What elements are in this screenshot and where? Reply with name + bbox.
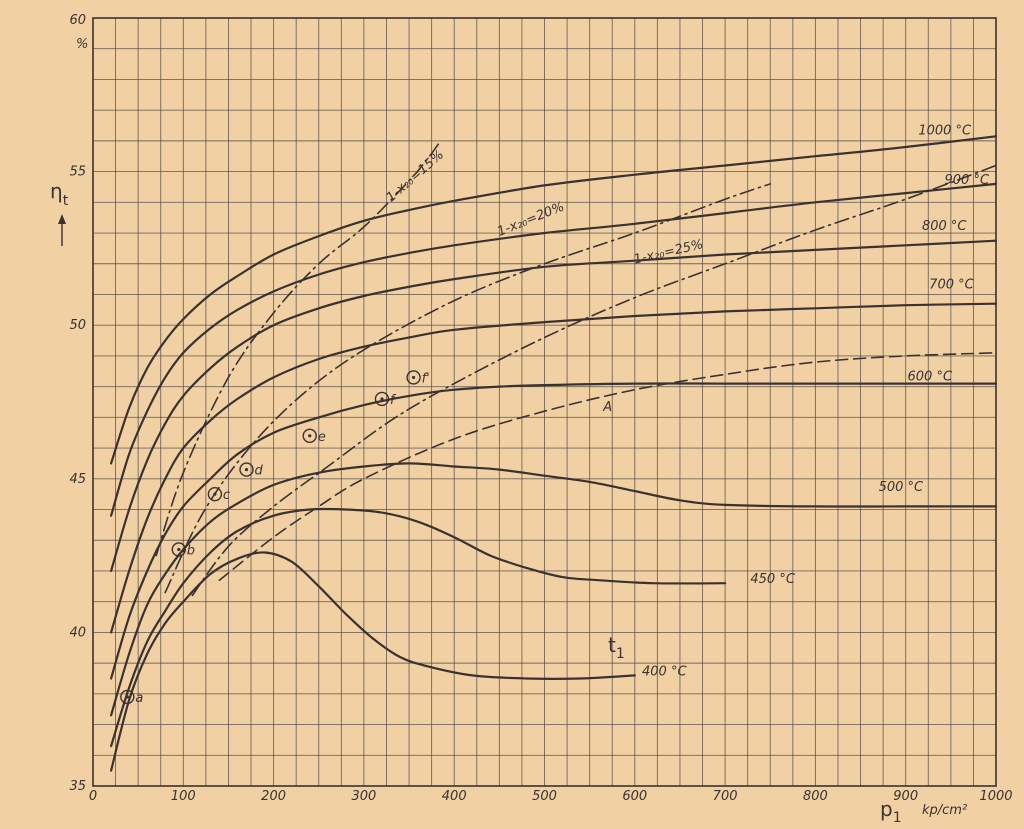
y-axis-label: η xyxy=(50,179,63,203)
series-line-2 xyxy=(110,462,998,717)
series-label-0: 400 °C xyxy=(642,664,687,679)
x-axis-label: p xyxy=(880,797,893,821)
marked-point-label-2: c xyxy=(223,488,230,503)
marked-point-label-5: f xyxy=(390,393,397,408)
series-line-0 xyxy=(110,551,636,772)
marked-point-0 xyxy=(120,689,135,705)
series-line-8 xyxy=(218,352,997,581)
y-axis-label-sub: t xyxy=(63,193,69,209)
svg-text:t1: t1 xyxy=(608,633,625,662)
y-tick-label: 50 xyxy=(69,318,86,333)
x-tick-label: 100 xyxy=(171,789,196,804)
series-label-5: 800 °C xyxy=(922,219,967,234)
series-line-10 xyxy=(164,183,772,594)
x-tick-label: 200 xyxy=(261,789,286,804)
marked-point-dot-4 xyxy=(308,434,312,438)
x-tick-label: 500 xyxy=(532,789,557,804)
x-tick-label: 1000 xyxy=(979,789,1012,804)
marked-point-label-0: a xyxy=(135,691,143,706)
marked-point-3 xyxy=(239,462,254,477)
y-tick-label: 40 xyxy=(69,625,86,640)
x-axis-label-sub: 1 xyxy=(893,810,902,826)
x-axis-title: p1 kp/cm² xyxy=(880,797,967,826)
marked-point-dot-5 xyxy=(380,397,384,401)
marked-point-label-3: d xyxy=(255,464,264,479)
series-line-11 xyxy=(191,164,997,597)
series-label-3: 600 °C xyxy=(908,369,953,384)
series-label-8: A xyxy=(602,400,612,415)
marked-point-label-6: f' xyxy=(422,371,430,386)
x-tick-label: 700 xyxy=(713,789,738,804)
svg-text:ηt: ηt xyxy=(50,179,69,209)
y-axis-unit: % xyxy=(76,37,88,52)
tick-labels: 0 100 200 300 400 500 600 700 800 900 1000 35 40 45 50… xyxy=(69,13,1012,804)
marked-point-dot-1 xyxy=(177,547,181,552)
series-label-7: 1000 °C xyxy=(918,124,972,139)
parameter-label: t1 xyxy=(608,633,625,662)
marked-points: a b c d e f f' xyxy=(120,370,430,706)
marked-point-label-4: e xyxy=(318,430,326,445)
series-label-4: 700 °C xyxy=(929,277,974,292)
series-label-1: 450 °C xyxy=(750,572,795,587)
y-tick-label: 45 xyxy=(69,472,86,487)
x-tick-label: 300 xyxy=(351,789,376,804)
series-lines xyxy=(110,135,998,772)
marked-point-dot-6 xyxy=(411,375,416,380)
x-tick-label: 900 xyxy=(893,789,918,804)
series-line-5 xyxy=(110,239,998,573)
marked-point-label-1: b xyxy=(187,543,195,558)
plot-frame xyxy=(92,17,997,787)
series-line-7 xyxy=(110,135,998,465)
y-axis-arrowhead xyxy=(58,214,66,224)
x-tick-label: 600 xyxy=(622,789,647,804)
y-axis-title: ηt xyxy=(50,179,69,246)
param-label: t xyxy=(608,633,616,657)
series-line-6 xyxy=(110,182,998,517)
y-tick-label: 35 xyxy=(69,779,86,794)
marked-point-4 xyxy=(302,428,317,443)
marked-point-dot-3 xyxy=(244,467,249,472)
y-tick-label: 60 xyxy=(69,13,86,28)
series-line-3 xyxy=(110,382,998,680)
marked-point-5 xyxy=(374,391,390,407)
series-line-4 xyxy=(110,302,998,634)
series-label-6: 900 °C xyxy=(945,173,990,188)
marked-point-6 xyxy=(406,370,421,385)
marked-point-2 xyxy=(207,486,223,502)
series-line-9 xyxy=(155,140,442,557)
param-label-sub: 1 xyxy=(616,646,625,662)
x-tick-label: 400 xyxy=(442,789,467,804)
marked-point-dot-2 xyxy=(213,492,217,496)
marked-point-1 xyxy=(171,542,186,557)
series-line-1 xyxy=(110,507,727,748)
x-tick-label: 0 xyxy=(89,789,97,804)
x-axis-unit: kp/cm² xyxy=(922,803,967,818)
series-label-2: 500 °C xyxy=(879,480,924,495)
y-tick-label: 55 xyxy=(69,165,86,180)
x-tick-label: 800 xyxy=(803,789,828,804)
grid xyxy=(92,17,997,787)
marked-point-dot-0 xyxy=(125,695,129,699)
svg-text:p1: p1 xyxy=(880,797,902,826)
